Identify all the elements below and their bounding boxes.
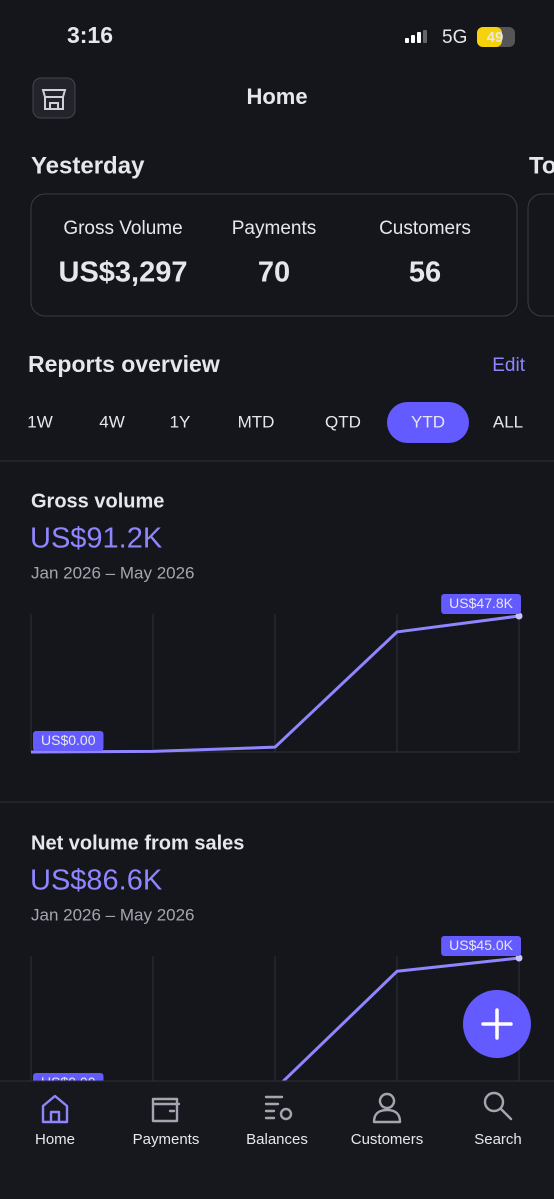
value-label-text: US$0.00 bbox=[41, 732, 96, 748]
page-title: Home bbox=[246, 84, 307, 109]
range-tab[interactable]: MTD bbox=[238, 412, 275, 431]
tab-label[interactable]: Payments bbox=[133, 1131, 200, 1148]
tab-label[interactable]: Customers bbox=[351, 1131, 424, 1148]
cards: Gross volume US$91.2K Jan 2026 – May 2026 U… bbox=[30, 490, 523, 1096]
value-label-text: US$47.8K bbox=[449, 595, 513, 611]
value-label-bg bbox=[441, 594, 521, 614]
metric-value: US$3,297 bbox=[59, 257, 188, 289]
tab-label[interactable]: Search bbox=[474, 1131, 522, 1148]
range-tab[interactable]: YTD bbox=[411, 412, 445, 431]
signal-icon bbox=[405, 30, 427, 43]
end-point bbox=[515, 612, 523, 620]
range-tab[interactable]: QTD bbox=[325, 412, 361, 431]
tab-label[interactable]: Home bbox=[35, 1131, 75, 1148]
tab-icon[interactable] bbox=[264, 1095, 293, 1121]
tab-icon[interactable] bbox=[483, 1091, 513, 1121]
tab-icon[interactable] bbox=[151, 1097, 181, 1123]
metric-label: Gross Volume bbox=[63, 218, 182, 239]
range-tabs: 1W 4W 1Y MTD QTD YTD ALL bbox=[27, 402, 523, 443]
metric-value: 56 bbox=[409, 257, 441, 289]
status-time: 3:16 bbox=[67, 22, 113, 48]
status-network: 5G bbox=[442, 27, 467, 48]
metric-label: Payments bbox=[232, 218, 316, 239]
card-total: US$86.6K bbox=[30, 865, 163, 897]
value-label-bg bbox=[441, 936, 521, 956]
store-button[interactable] bbox=[32, 77, 76, 119]
add-button[interactable] bbox=[463, 990, 531, 1058]
line-series bbox=[30, 614, 520, 754]
range-tab-selected[interactable] bbox=[387, 402, 469, 443]
card-period: Jan 2026 – May 2026 bbox=[31, 563, 195, 582]
value-label: US$0.00 bbox=[33, 731, 104, 751]
card-period: Jan 2026 – May 2026 bbox=[31, 905, 195, 924]
range-tab[interactable]: 4W bbox=[99, 412, 125, 431]
metrics: Gross Volume US$3,297 Payments 70 Customers 5… bbox=[59, 218, 471, 289]
section-title-next: To bbox=[529, 152, 554, 179]
end-point bbox=[515, 954, 523, 962]
section-title: Yesterday bbox=[31, 152, 145, 179]
tab-label[interactable]: Balances bbox=[246, 1131, 308, 1148]
tab-bar bbox=[0, 1081, 554, 1199]
reports-title: Reports overview bbox=[28, 351, 220, 377]
tab-icon[interactable] bbox=[41, 1094, 69, 1124]
summary-card[interactable] bbox=[30, 193, 518, 317]
metric-value: 70 bbox=[258, 257, 290, 289]
tab-icon[interactable] bbox=[372, 1092, 402, 1124]
range-tab[interactable]: 1W bbox=[27, 412, 53, 431]
card-title[interactable]: Net volume from sales bbox=[31, 832, 244, 854]
summary-card-next[interactable] bbox=[527, 193, 554, 317]
battery-level bbox=[477, 27, 502, 47]
card-total: US$91.2K bbox=[30, 523, 163, 555]
range-tab[interactable]: ALL bbox=[493, 412, 523, 431]
value-label: US$47.8K bbox=[441, 594, 521, 614]
card-title[interactable]: Gross volume bbox=[31, 490, 164, 512]
value-label: US$45.0K bbox=[441, 936, 521, 956]
edit-button[interactable]: Edit bbox=[492, 355, 525, 376]
tab-items: Home Payments Balances Customers Search bbox=[35, 1091, 522, 1148]
metric-label: Customers bbox=[379, 218, 471, 239]
status-battery: 49 bbox=[487, 29, 504, 46]
value-label-bg bbox=[33, 731, 104, 751]
value-label-text: US$45.0K bbox=[449, 937, 513, 953]
range-tab[interactable]: 1Y bbox=[170, 412, 191, 431]
